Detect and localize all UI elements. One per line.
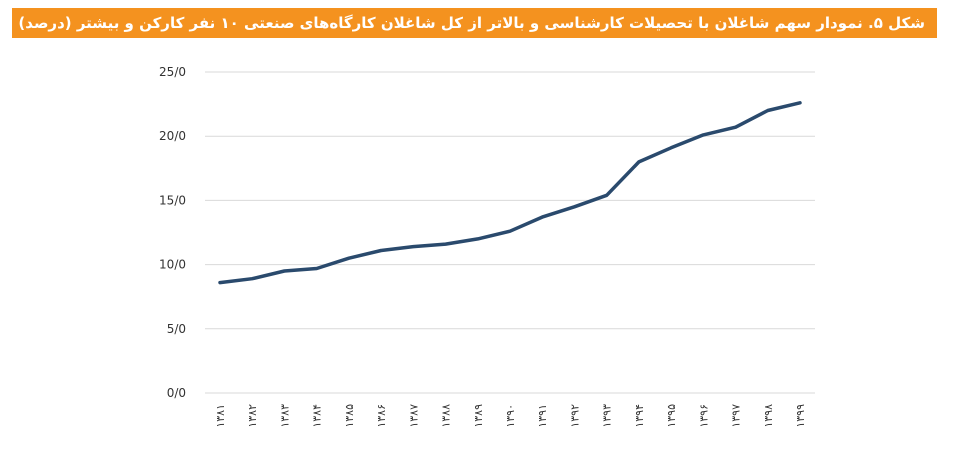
title-bar: شکل ۵. نمودار سهم شاغلان با تحصیلات کارش… xyxy=(12,8,937,38)
x-tick-label: ۱۳۹۷ xyxy=(730,404,743,428)
x-tick-label: ۱۳۸۷ xyxy=(407,404,420,428)
x-tick-label: ۱۳۹۳ xyxy=(601,404,614,428)
x-tick-label: ۱۳۸۹ xyxy=(472,404,485,428)
chart-title: شکل ۵. نمودار سهم شاغلان با تحصیلات کارش… xyxy=(18,14,925,32)
series-layer xyxy=(218,101,802,285)
y-tick-label: 10/0 xyxy=(159,258,186,272)
x-tick-label: ۱۳۹۰ xyxy=(504,404,517,428)
x-tick-label: ۱۳۸۲ xyxy=(246,404,259,428)
x-tick-label: ۱۳۹۸ xyxy=(762,404,775,428)
y-tick-label: 5/0 xyxy=(167,322,186,336)
x-tick-label: ۱۳۸۴ xyxy=(311,404,324,428)
x-tick-label: ۱۳۸۶ xyxy=(375,404,388,428)
x-tick-label: ۱۳۸۱ xyxy=(214,404,227,428)
y-axis-ticks: 0/0 5/0 10/0 15/0 20/0 25/0 xyxy=(159,65,186,400)
x-tick-label: ۱۳۹۱ xyxy=(536,404,549,428)
y-tick-label: 20/0 xyxy=(159,129,186,143)
x-tick-label: ۱۳۸۵ xyxy=(343,404,356,428)
x-tick-label: ۱۳۸۳ xyxy=(278,404,291,428)
y-tick-label: 0/0 xyxy=(167,386,186,400)
x-tick-label: ۱۳۹۵ xyxy=(665,404,678,428)
y-tick-label: 25/0 xyxy=(159,65,186,79)
x-axis-ticks: ۱۳۸۱ ۱۳۸۲ ۱۳۸۳ ۱۳۸۴ ۱۳۸۵ ۱۳۸۶ ۱۳۸۷ ۱۳۸۸ ۱۳۸۹ ۱۳۹۰… xyxy=(214,404,807,428)
x-tick-label: ۱۳۹۹ xyxy=(794,404,807,428)
x-tick-label: ۱۳۸۸ xyxy=(440,404,453,428)
x-tick-label: ۱۳۹۶ xyxy=(697,404,710,428)
gridlines xyxy=(205,71,815,394)
x-tick-label: ۱۳۹۴ xyxy=(633,404,646,428)
y-tick-label: 15/0 xyxy=(159,193,186,207)
x-tick-label: ۱۳۹۲ xyxy=(568,404,581,428)
series-line xyxy=(218,101,802,285)
